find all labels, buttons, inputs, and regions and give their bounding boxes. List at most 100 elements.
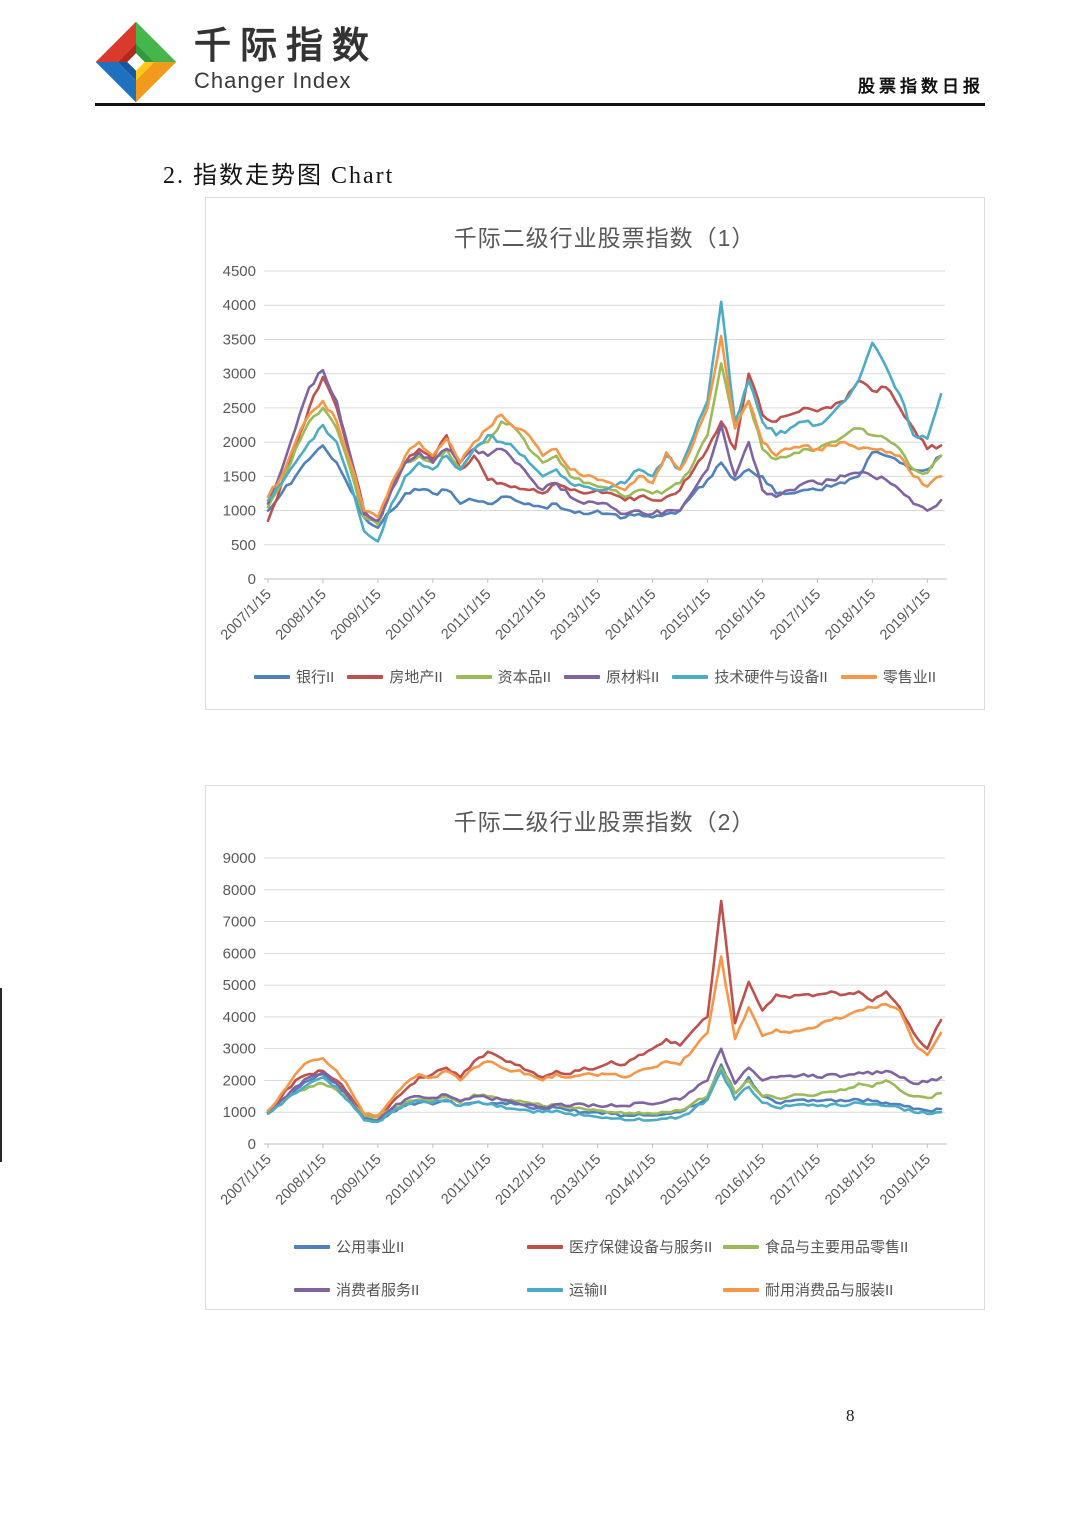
section-title: 2. 指数走势图 Chart xyxy=(163,163,395,189)
brand-block: 千际指数 Changer Index xyxy=(194,25,378,94)
logo-yellow-fold xyxy=(136,62,155,81)
y-tick-label: 9000 xyxy=(223,850,256,867)
legend-marker xyxy=(723,1244,759,1249)
logo-red-fold xyxy=(117,43,136,62)
logo-green-piece xyxy=(136,21,177,62)
y-tick-label: 4000 xyxy=(223,297,256,314)
x-tick-label: 2019/1/15 xyxy=(877,587,934,644)
logo-red-piece xyxy=(95,21,136,62)
x-tick-label: 2007/1/15 xyxy=(218,1152,275,1209)
x-tick-label: 2017/1/15 xyxy=(767,1152,824,1209)
x-tick-label: 2017/1/15 xyxy=(767,587,824,644)
legend-item-银行II: 银行II xyxy=(253,666,334,687)
legend-label: 技术硬件与设备II xyxy=(714,669,828,686)
x-tick-label: 2008/1/15 xyxy=(273,587,330,644)
x-tick-label: 2010/1/15 xyxy=(383,1152,440,1209)
legend-item-消费者服务II: 消费者服务II xyxy=(294,1279,527,1300)
series-line-零售业II xyxy=(266,334,943,519)
legend-marker xyxy=(294,1287,330,1292)
y-tick-label: 4500 xyxy=(223,263,256,280)
logo-green-fold xyxy=(136,43,155,62)
series-line-技术硬件与设备II xyxy=(266,300,943,543)
chart-2-legend: 公用事业II 医疗保健设备与服务II 食品与主要用品零售II 消费者服务II 运输II 耐… xyxy=(294,1236,908,1300)
scan-artifact-line xyxy=(0,988,2,1162)
x-tick-label: 2016/1/15 xyxy=(712,1152,769,1209)
x-tick-label: 2012/1/15 xyxy=(493,1152,550,1209)
logo-center-diamond xyxy=(127,53,145,71)
x-tick-label: 2007/1/15 xyxy=(218,587,275,644)
y-tick-label: 1500 xyxy=(223,468,256,485)
legend-item-医疗保健设备与服务II: 医疗保健设备与服务II xyxy=(527,1236,723,1257)
brand-name-en: Changer Index xyxy=(194,67,352,93)
y-tick-label: 500 xyxy=(231,537,256,554)
x-tick-label: 2014/1/15 xyxy=(602,587,659,644)
header-divider xyxy=(95,103,985,106)
legend-marker xyxy=(564,674,600,679)
legend-item-运输II: 运输II xyxy=(527,1279,723,1300)
legend-item-公用事业II: 公用事业II xyxy=(294,1236,527,1257)
x-tick-label: 2012/1/15 xyxy=(493,587,550,644)
y-tick-label: 3500 xyxy=(223,331,256,348)
page-number: 8 xyxy=(846,1406,855,1425)
y-tick-label: 4000 xyxy=(223,1009,256,1026)
legend-item-资本品II: 资本品II xyxy=(455,666,551,687)
legend-marker xyxy=(455,674,492,679)
legend-marker xyxy=(294,1244,330,1249)
series-line-耐用消费品与服装II xyxy=(266,955,943,1117)
x-tick-label: 2011/1/15 xyxy=(438,587,494,643)
legend-label: 医疗保健设备与服务II xyxy=(569,1239,713,1256)
x-tick-label: 2019/1/15 xyxy=(877,1152,934,1209)
y-tick-label: 7000 xyxy=(223,914,256,931)
x-tick-label: 2014/1/15 xyxy=(602,1152,659,1209)
series-line-银行II xyxy=(266,444,943,530)
y-tick-label: 6000 xyxy=(223,945,256,962)
y-tick-label: 1000 xyxy=(223,1104,256,1121)
chart-title: 千际二级行业股票指数（1） xyxy=(454,225,756,251)
series-line-消费者服务II xyxy=(266,1047,943,1123)
legend-marker xyxy=(253,674,290,679)
y-tick-label: 3000 xyxy=(223,366,256,383)
legend-item-技术硬件与设备II: 技术硬件与设备II xyxy=(672,666,828,687)
x-tick-label: 2016/1/15 xyxy=(712,587,769,644)
x-tick-label: 2015/1/15 xyxy=(657,1152,714,1209)
x-tick-label: 2010/1/15 xyxy=(383,587,440,644)
y-tick-label: 0 xyxy=(248,1136,256,1153)
chart-panel-2: 0 1000 2000 3000 4000 5000 6000 7000 8000 9000 200… xyxy=(205,785,985,1310)
y-tick-label: 8000 xyxy=(223,882,256,899)
series-line-原材料II xyxy=(266,368,943,523)
chart-title: 千际二级行业股票指数（2） xyxy=(454,809,756,835)
logo-blue-piece xyxy=(95,62,136,103)
legend-label: 原材料II xyxy=(606,669,660,686)
chart-1-legend: 银行II 房地产II 资本品II 原材料II 技术硬件与设备II 零售业II xyxy=(206,666,984,687)
y-tick-label: 2000 xyxy=(223,434,256,451)
y-tick-label: 2500 xyxy=(223,400,256,417)
series-line-运输II xyxy=(266,1069,943,1124)
chart-svg-2: 0 1000 2000 3000 4000 5000 6000 7000 8000 9000 200… xyxy=(218,809,947,1209)
series-line-食品与主要用品零售II xyxy=(266,1066,943,1119)
logo-orange-piece xyxy=(136,62,177,103)
legend-marker xyxy=(840,674,877,679)
legend-label: 耐用消费品与服装II xyxy=(765,1282,894,1299)
document-title: 股票指数日报 xyxy=(858,77,984,96)
legend-label: 房地产II xyxy=(389,669,443,686)
legend-label: 运输II xyxy=(569,1282,608,1299)
legend-item-零售业II: 零售业II xyxy=(840,666,936,687)
legend-label: 消费者服务II xyxy=(336,1282,420,1299)
y-tick-label: 0 xyxy=(248,571,256,588)
logo-blue-fold xyxy=(117,62,136,81)
legend-item-房地产II: 房地产II xyxy=(347,666,443,687)
x-tick-label: 2011/1/15 xyxy=(438,1152,494,1208)
legend-marker xyxy=(527,1287,563,1292)
legend-label: 公用事业II xyxy=(336,1239,405,1256)
x-tick-label: 2015/1/15 xyxy=(657,587,714,644)
legend-marker xyxy=(527,1244,563,1249)
legend-label: 资本品II xyxy=(497,669,551,686)
legend-item-原材料II: 原材料II xyxy=(564,666,659,687)
x-tick-label: 2009/1/15 xyxy=(328,587,385,644)
brand-logo xyxy=(95,21,177,103)
series-line-医疗保健设备与服务II xyxy=(266,899,943,1119)
series-line-房地产II xyxy=(266,372,943,526)
x-tick-label: 2009/1/15 xyxy=(328,1152,385,1209)
legend-label: 食品与主要用品零售II xyxy=(765,1239,909,1256)
